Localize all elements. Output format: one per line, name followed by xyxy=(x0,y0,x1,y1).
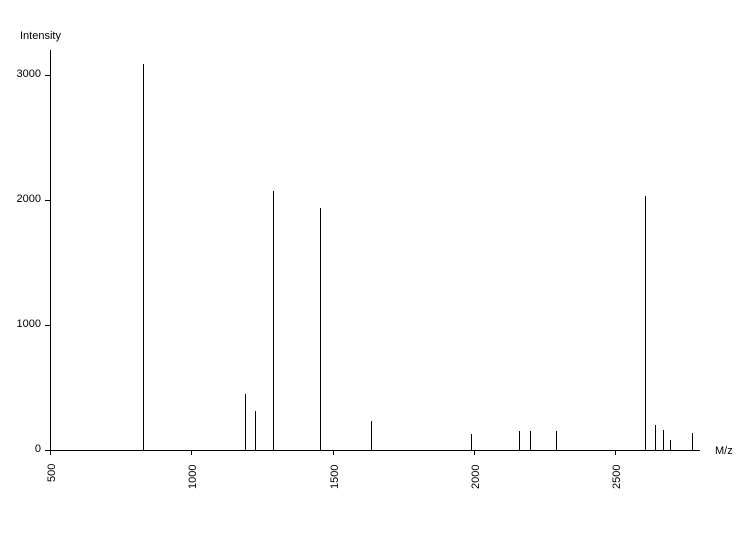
x-tick-label: 2500 xyxy=(611,465,623,489)
spectrum-peak xyxy=(320,208,321,451)
spectrum-peak xyxy=(655,425,656,450)
spectrum-peak xyxy=(530,431,531,450)
x-tick xyxy=(333,450,334,455)
y-axis-title: Intensity xyxy=(20,30,61,42)
spectrum-peak xyxy=(519,431,520,450)
x-tick-label: 1000 xyxy=(187,465,199,489)
mass-spectrum-chart: Intensity M/z 500 1000 1500 2000 2500 0 1000 20… xyxy=(0,0,750,540)
spectrum-peak xyxy=(471,434,472,450)
y-tick xyxy=(45,200,50,201)
y-tick xyxy=(45,75,50,76)
x-tick xyxy=(191,450,192,455)
spectrum-peak xyxy=(143,64,144,450)
spectrum-peak xyxy=(556,431,557,450)
x-tick-label: 2000 xyxy=(470,465,482,489)
y-tick-label: 2000 xyxy=(0,193,41,205)
x-tick-label: 1500 xyxy=(329,465,341,489)
spectrum-peak xyxy=(255,411,256,450)
spectrum-peak xyxy=(273,191,274,450)
y-tick-label: 3000 xyxy=(0,68,41,80)
spectrum-peak xyxy=(663,430,664,450)
y-tick-label: 1000 xyxy=(0,318,41,330)
x-tick xyxy=(474,450,475,455)
x-tick xyxy=(50,450,51,455)
y-tick-label: 0 xyxy=(0,443,41,455)
y-axis xyxy=(50,50,51,450)
spectrum-peak xyxy=(371,421,372,450)
spectrum-peak xyxy=(670,440,671,450)
y-tick xyxy=(45,450,50,451)
spectrum-peak xyxy=(645,196,646,450)
spectrum-peak xyxy=(692,433,693,451)
x-axis-title: M/z xyxy=(715,445,733,457)
x-tick xyxy=(615,450,616,455)
x-tick-label: 500 xyxy=(46,464,58,482)
spectrum-peak xyxy=(245,394,246,450)
x-axis xyxy=(50,450,700,451)
y-tick xyxy=(45,325,50,326)
